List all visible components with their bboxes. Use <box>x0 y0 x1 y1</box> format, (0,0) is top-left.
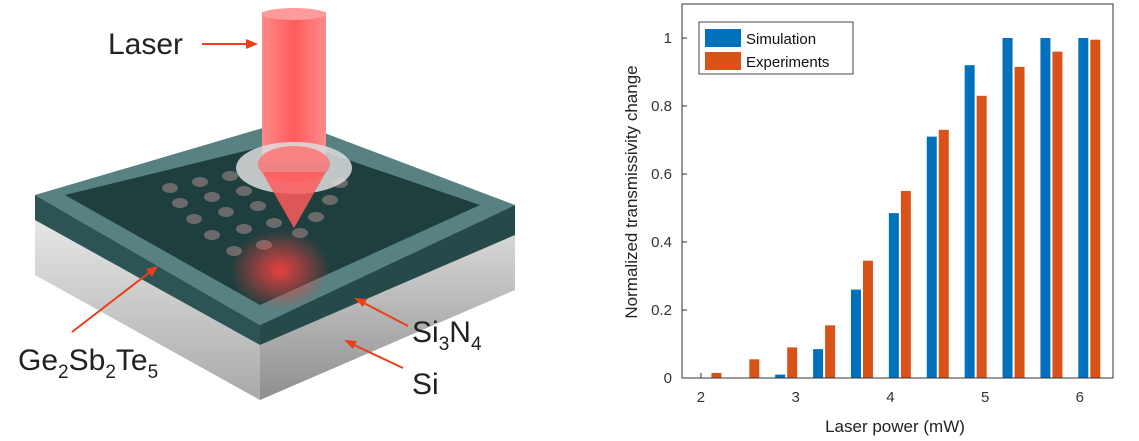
si-label: Si <box>412 368 439 401</box>
x-axis-title: Laser power (mW) <box>825 417 965 436</box>
x-tick-label: 2 <box>697 389 705 406</box>
y-tick-label: 0 <box>664 370 672 387</box>
bar-experiments <box>749 359 760 378</box>
y-tick-label: 0.2 <box>651 302 672 319</box>
si-substrate <box>35 220 515 400</box>
bar-simulation <box>813 349 824 378</box>
bar-experiments <box>825 325 836 378</box>
y-tick-label: 0.8 <box>651 98 672 115</box>
x-tick-label: 4 <box>886 389 894 406</box>
plot-frame <box>681 3 1114 379</box>
bar-simulation <box>964 65 975 378</box>
legend-label-experiments: Experiments <box>746 54 829 71</box>
y-axis: 0 0.2 0.4 0.6 0.8 1 <box>651 30 687 387</box>
bar-simulation <box>926 136 937 378</box>
laser-beam <box>236 8 352 228</box>
bar-simulation <box>850 289 861 378</box>
bar-experiments <box>1014 66 1025 379</box>
bar-experiments <box>938 129 949 378</box>
bar-experiments <box>711 372 722 378</box>
x-tick-label: 3 <box>791 389 799 406</box>
bar-experiments <box>1090 39 1101 378</box>
gst-arrow <box>71 266 158 333</box>
bar-experiments <box>900 191 911 378</box>
laser-arrow <box>202 39 258 49</box>
y-tick-label: 0.6 <box>651 166 672 183</box>
bar-experiments <box>1052 51 1063 378</box>
legend-swatch-simulation <box>705 29 741 47</box>
bar-simulation <box>1002 38 1013 378</box>
y-tick-label: 0.4 <box>651 234 672 251</box>
bar-simulation <box>1040 38 1051 378</box>
bar-simulation <box>775 374 786 378</box>
bars <box>711 38 1101 379</box>
bar-experiments <box>862 260 873 378</box>
si-arrow <box>344 340 404 369</box>
gst-label: Ge2Sb2Te5 <box>18 344 158 383</box>
si3n4-label: Si3N4 <box>412 316 482 355</box>
legend-label-simulation: Simulation <box>746 31 816 48</box>
laser-spot-glow <box>230 230 330 310</box>
legend-swatch-experiments <box>705 52 741 70</box>
bar-simulation <box>888 213 899 378</box>
x-tick-label: 6 <box>1076 389 1084 406</box>
si3n4-arrow <box>354 298 409 327</box>
y-tick-label: 1 <box>664 30 672 47</box>
bar-experiments <box>976 95 987 379</box>
legend: Simulation Experiments <box>698 21 854 75</box>
bar-simulation <box>1078 38 1089 378</box>
device-schematic: Laser Ge2Sb2Te5 Si3N4 Si <box>18 8 515 401</box>
bar-chart: Normalized transmissivity change Laser p… <box>622 3 1114 436</box>
laser-label: Laser <box>108 28 183 61</box>
y-axis-title: Normalized transmissivity change <box>622 65 641 318</box>
bar-experiments <box>787 347 798 378</box>
x-tick-label: 5 <box>981 389 989 406</box>
